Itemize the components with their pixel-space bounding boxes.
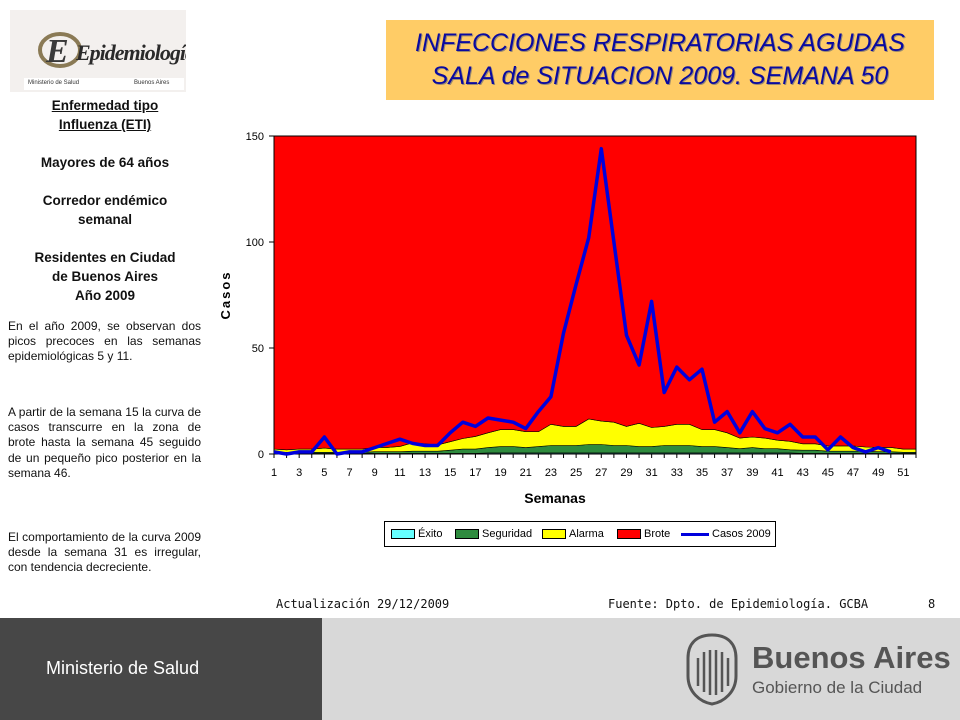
x-tick-label: 33 <box>671 467 683 479</box>
legend-label-seguridad: Seguridad <box>482 528 533 540</box>
x-tick-label: 35 <box>696 467 708 479</box>
sidebar-residents-2: de Buenos Aires <box>51 269 159 284</box>
legend-swatch-brote <box>617 529 641 539</box>
legend-item-casos: Casos 2009 <box>681 528 771 540</box>
x-tick-label: 21 <box>520 467 532 479</box>
ministry-band: Ministerio de Salud <box>0 618 322 720</box>
x-axis-label: Semanas <box>524 490 586 506</box>
x-tick-label: 27 <box>595 467 607 479</box>
x-tick-label: 23 <box>545 467 557 479</box>
title-line-2: SALA de SITUACION 2009. SEMANA 50 <box>431 62 889 90</box>
x-tick-label: 19 <box>494 467 506 479</box>
epidemiologia-logo: E Epidemiología Ministerio de Salud Buen… <box>10 10 197 92</box>
x-tick-label: 41 <box>771 467 783 479</box>
corridor-areas <box>273 135 917 455</box>
x-tick-label: 9 <box>372 467 378 479</box>
sidebar-disease-2: Influenza (ETI) <box>58 117 152 132</box>
svg-text:E: E <box>45 33 68 68</box>
chart-legend: Éxito Seguridad Alarma Brote Casos 2009 <box>384 521 776 547</box>
sidebar-paragraph-2: A partir de la semana 15 la curva de cas… <box>8 405 201 480</box>
sidebar-corridor-2: semanal <box>77 212 133 227</box>
sidebar-heading: Enfermedad tipo Influenza (ETI) Mayores … <box>8 96 202 305</box>
x-tick-label: 15 <box>444 467 456 479</box>
legend-label-brote: Brote <box>644 528 671 540</box>
x-tick-label: 39 <box>746 467 758 479</box>
slide-title: INFECCIONES RESPIRATORIAS AGUDAS SALA de… <box>386 20 934 100</box>
sidebar-paragraph-3: El comportamiento de la curva 2009 desde… <box>8 530 201 575</box>
y-axis-ticks: 0 50 100 150 <box>246 131 274 461</box>
x-tick-label: 3 <box>296 467 302 479</box>
logo-ministry-text: Ministerio de Salud <box>28 80 80 86</box>
x-tick-label: 17 <box>469 467 481 479</box>
x-tick-label: 49 <box>872 467 884 479</box>
casos-2009-line <box>273 146 892 456</box>
y-tick-label: 100 <box>246 237 264 249</box>
legend-label-casos: Casos 2009 <box>712 528 771 540</box>
plot-border <box>273 135 917 455</box>
logo-strip: Ministerio de Salud Buenos Aires <box>24 78 184 90</box>
sidebar-corridor-1: Corredor endémico <box>42 193 168 208</box>
x-tick-label: 5 <box>321 467 327 479</box>
sidebar-year: Año 2009 <box>74 288 136 303</box>
sidebar-disease-1: Enfermedad tipo <box>51 98 159 113</box>
update-date: 29/12/2009 <box>377 597 450 611</box>
legend-swatch-seguridad <box>455 529 479 539</box>
legend-item-exito: Éxito <box>391 528 442 540</box>
city-shield-icon <box>686 633 738 706</box>
x-axis-ticks: 1 3 5 7 9 11 13 15 17 19 21 23 25 27 29 31 33 35 37 39 41 43 4… <box>271 454 917 479</box>
page-number: 8 <box>928 597 936 611</box>
legend-swatch-casos <box>681 532 709 536</box>
svg-text:Epidemiología: Epidemiología <box>75 40 186 65</box>
x-tick-label: 25 <box>570 467 582 479</box>
x-tick-label: 43 <box>797 467 809 479</box>
logo-city-text: Buenos Aires <box>134 80 170 86</box>
casos-line-layer <box>273 146 892 456</box>
bottom-bar: Ministerio de Salud Buenos Aires Gobiern… <box>0 618 960 720</box>
x-tick-label: 51 <box>897 467 909 479</box>
x-tick-label: 13 <box>419 467 431 479</box>
legend-swatch-alarma <box>542 529 566 539</box>
legend-item-brote: Brote <box>617 528 670 540</box>
x-tick-label: 47 <box>847 467 859 479</box>
city-name: Buenos Aires <box>752 640 951 675</box>
x-tick-label: 45 <box>822 467 834 479</box>
legend-label-exito: Éxito <box>418 528 443 540</box>
y-axis-label: Casos <box>218 270 233 319</box>
legend-item-seguridad: Seguridad <box>455 528 532 540</box>
x-tick-label: 11 <box>394 467 405 479</box>
y-tick-label: 150 <box>246 131 264 143</box>
x-tick-label: 7 <box>346 467 352 479</box>
legend-swatch-exito <box>391 529 415 539</box>
sidebar-residents-1: Residentes en Ciudad <box>34 250 176 265</box>
ministry-name: Ministerio de Salud <box>46 658 200 678</box>
y-tick-label: 0 <box>258 449 264 461</box>
x-tick-label: 37 <box>721 467 733 479</box>
x-tick-label: 31 <box>646 467 658 479</box>
city-band: Buenos Aires Gobierno de la Ciudad <box>322 618 960 720</box>
legend-item-alarma: Alarma <box>542 528 604 540</box>
logo-image: E Epidemiología <box>38 32 197 70</box>
x-tick-label: 1 <box>271 467 277 479</box>
x-tick-label: 29 <box>620 467 632 479</box>
sidebar-age-group: Mayores de 64 años <box>40 155 170 170</box>
city-government: Gobierno de la Ciudad <box>752 678 923 697</box>
logo-wordmark: E Epidemiología <box>36 28 197 76</box>
y-tick-label: 50 <box>252 343 264 355</box>
sidebar-paragraph-1: En el año 2009, se observan dos picos pr… <box>8 319 201 364</box>
legend-label-alarma: Alarma <box>569 528 604 540</box>
title-line-1: INFECCIONES RESPIRATORIAS AGUDAS <box>415 29 905 57</box>
update-label: Actualización <box>276 597 370 611</box>
source-text: Fuente: Dpto. de Epidemiología. GCBA <box>608 597 869 611</box>
